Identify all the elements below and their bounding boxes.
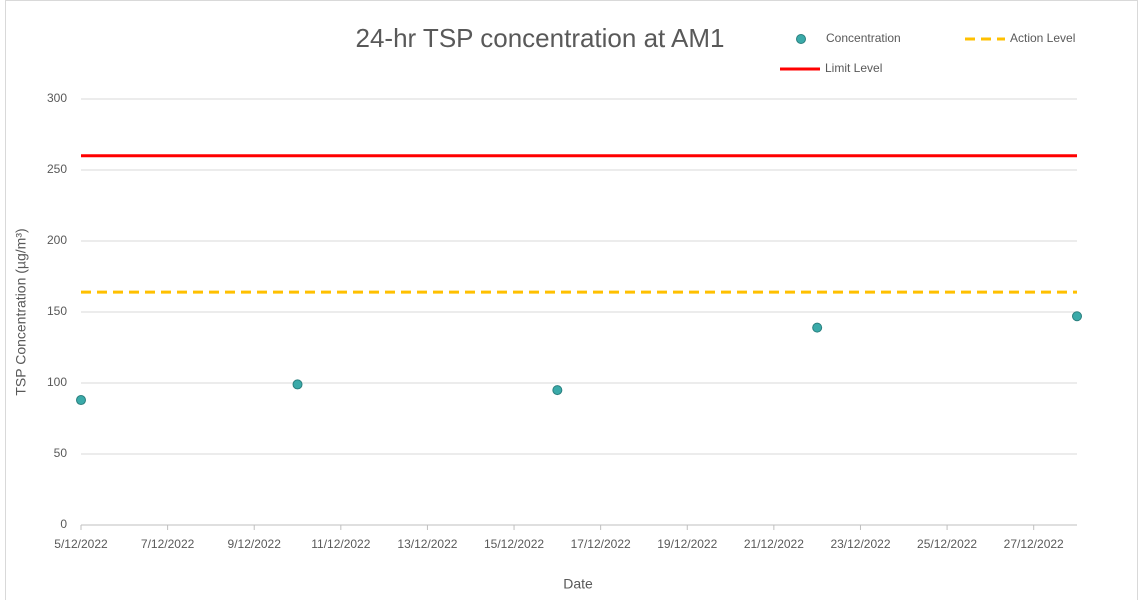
x-tick-label: 9/12/2022 xyxy=(228,537,282,551)
x-tick-label: 7/12/2022 xyxy=(141,537,195,551)
data-point xyxy=(552,385,563,396)
data-point xyxy=(292,379,303,390)
x-axis-title: Date xyxy=(563,576,593,592)
legend-marker xyxy=(796,34,806,44)
x-tick-label: 23/12/2022 xyxy=(830,537,890,551)
x-tick-label: 25/12/2022 xyxy=(917,537,977,551)
data-point xyxy=(812,322,823,333)
y-tick-label: 300 xyxy=(47,91,67,105)
chart-title: 24-hr TSP concentration at AM1 xyxy=(355,23,724,53)
chart-border xyxy=(5,0,1138,600)
y-tick-label: 50 xyxy=(54,446,68,460)
x-tick-label: 19/12/2022 xyxy=(657,537,717,551)
y-axis-title: TSP Concentration (µg/m³) xyxy=(13,228,29,395)
x-tick-label: 13/12/2022 xyxy=(397,537,457,551)
data-point xyxy=(1072,311,1082,322)
x-tick-label: 11/12/2022 xyxy=(311,537,370,551)
y-tick-label: 150 xyxy=(47,304,67,318)
x-tick-label: 15/12/2022 xyxy=(484,537,544,551)
legend-label: Concentration xyxy=(826,31,901,45)
x-tick-label: 5/12/2022 xyxy=(54,537,108,551)
data-point xyxy=(76,395,86,406)
x-tick-label: 27/12/2022 xyxy=(1004,537,1064,551)
x-tick-label: 21/12/2022 xyxy=(744,537,804,551)
x-tick-label: 17/12/2022 xyxy=(571,537,631,551)
y-tick-label: 200 xyxy=(47,233,67,247)
legend-label: Action Level xyxy=(1010,31,1075,45)
legend-label: Limit Level xyxy=(825,61,882,75)
y-tick-label: 0 xyxy=(60,517,67,531)
y-tick-label: 100 xyxy=(47,375,67,389)
y-tick-label: 250 xyxy=(47,162,67,176)
